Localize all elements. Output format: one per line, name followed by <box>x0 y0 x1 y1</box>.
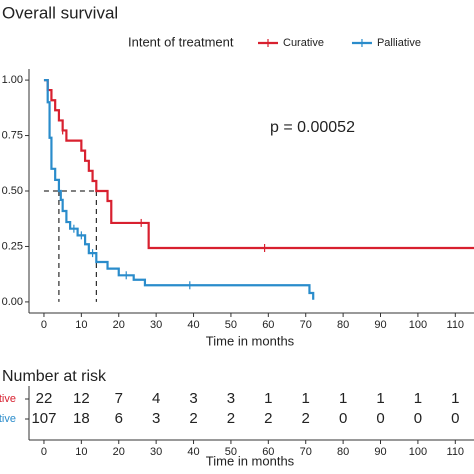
survival-curve <box>43 78 474 250</box>
risk-row-label: Curative <box>0 393 16 405</box>
risk-x-tick-label: 40 <box>187 446 199 458</box>
x-tick-label: 100 <box>409 319 427 331</box>
risk-count: 22 <box>36 390 53 407</box>
x-tick-label: 90 <box>374 319 386 331</box>
risk-x-tick-label: 10 <box>75 446 87 458</box>
risk-x-label: Time in months <box>206 453 295 468</box>
risk-count: 12 <box>73 390 90 407</box>
y-tick-label: 1.00 <box>2 74 23 86</box>
risk-x-tick-label: 70 <box>300 446 312 458</box>
risk-count: 0 <box>339 410 347 427</box>
chart-title: Overall survival <box>2 3 118 22</box>
risk-count: 0 <box>376 410 384 427</box>
risk-x-tick-label: 60 <box>262 446 274 458</box>
y-tick-label: 0.75 <box>2 129 23 141</box>
x-tick-label: 70 <box>300 319 312 331</box>
risk-count: 2 <box>264 410 272 427</box>
p-value: p = 0.00052 <box>270 119 355 136</box>
risk-x-tick-label: 100 <box>409 446 427 458</box>
risk-count: 2 <box>189 410 197 427</box>
risk-count: 18 <box>73 410 90 427</box>
x-tick-label: 80 <box>337 319 349 331</box>
survival-curve <box>43 78 315 300</box>
risk-count: 2 <box>302 410 310 427</box>
y-tick-label: 0.50 <box>2 185 23 197</box>
risk-count: 3 <box>189 390 197 407</box>
risk-count: 2 <box>227 410 235 427</box>
risk-x-tick-label: 30 <box>150 446 162 458</box>
risk-count: 4 <box>152 390 160 407</box>
legend-title: Intent of treatment <box>128 34 234 49</box>
risk-x-tick-label: 50 <box>225 446 237 458</box>
x-tick-label: 40 <box>187 319 199 331</box>
risk-count: 1 <box>302 390 310 407</box>
risk-count: 7 <box>115 390 123 407</box>
risk-x-tick-label: 80 <box>337 446 349 458</box>
x-tick-label: 10 <box>75 319 87 331</box>
y-tick-label: 0.00 <box>2 296 23 308</box>
risk-x-tick-label: 110 <box>447 446 465 458</box>
risk-title: Number at risk <box>2 368 107 385</box>
risk-count: 1 <box>414 390 422 407</box>
x-tick-label: 30 <box>150 319 162 331</box>
risk-count: 1 <box>451 390 459 407</box>
risk-count: 107 <box>31 410 56 427</box>
risk-count: 3 <box>152 410 160 427</box>
x-axis-label: Time in months <box>206 333 295 348</box>
risk-x-tick-label: 0 <box>41 446 47 458</box>
risk-count: 1 <box>264 390 272 407</box>
x-tick-label: 50 <box>225 319 237 331</box>
risk-count: 1 <box>376 390 384 407</box>
risk-count: 6 <box>115 410 123 427</box>
x-tick-label: 0 <box>41 319 47 331</box>
risk-x-tick-label: 20 <box>113 446 125 458</box>
risk-count: 0 <box>451 410 459 427</box>
legend-label: Curative <box>283 37 324 49</box>
y-tick-label: 0.25 <box>2 240 23 252</box>
risk-x-tick-label: 90 <box>374 446 386 458</box>
risk-count: 1 <box>339 390 347 407</box>
legend-label: Palliative <box>377 37 421 49</box>
x-tick-label: 20 <box>113 319 125 331</box>
risk-count: 3 <box>227 390 235 407</box>
risk-count: 0 <box>414 410 422 427</box>
risk-row-label: Palliative <box>0 413 16 425</box>
x-tick-label: 110 <box>447 319 465 331</box>
x-tick-label: 60 <box>262 319 274 331</box>
